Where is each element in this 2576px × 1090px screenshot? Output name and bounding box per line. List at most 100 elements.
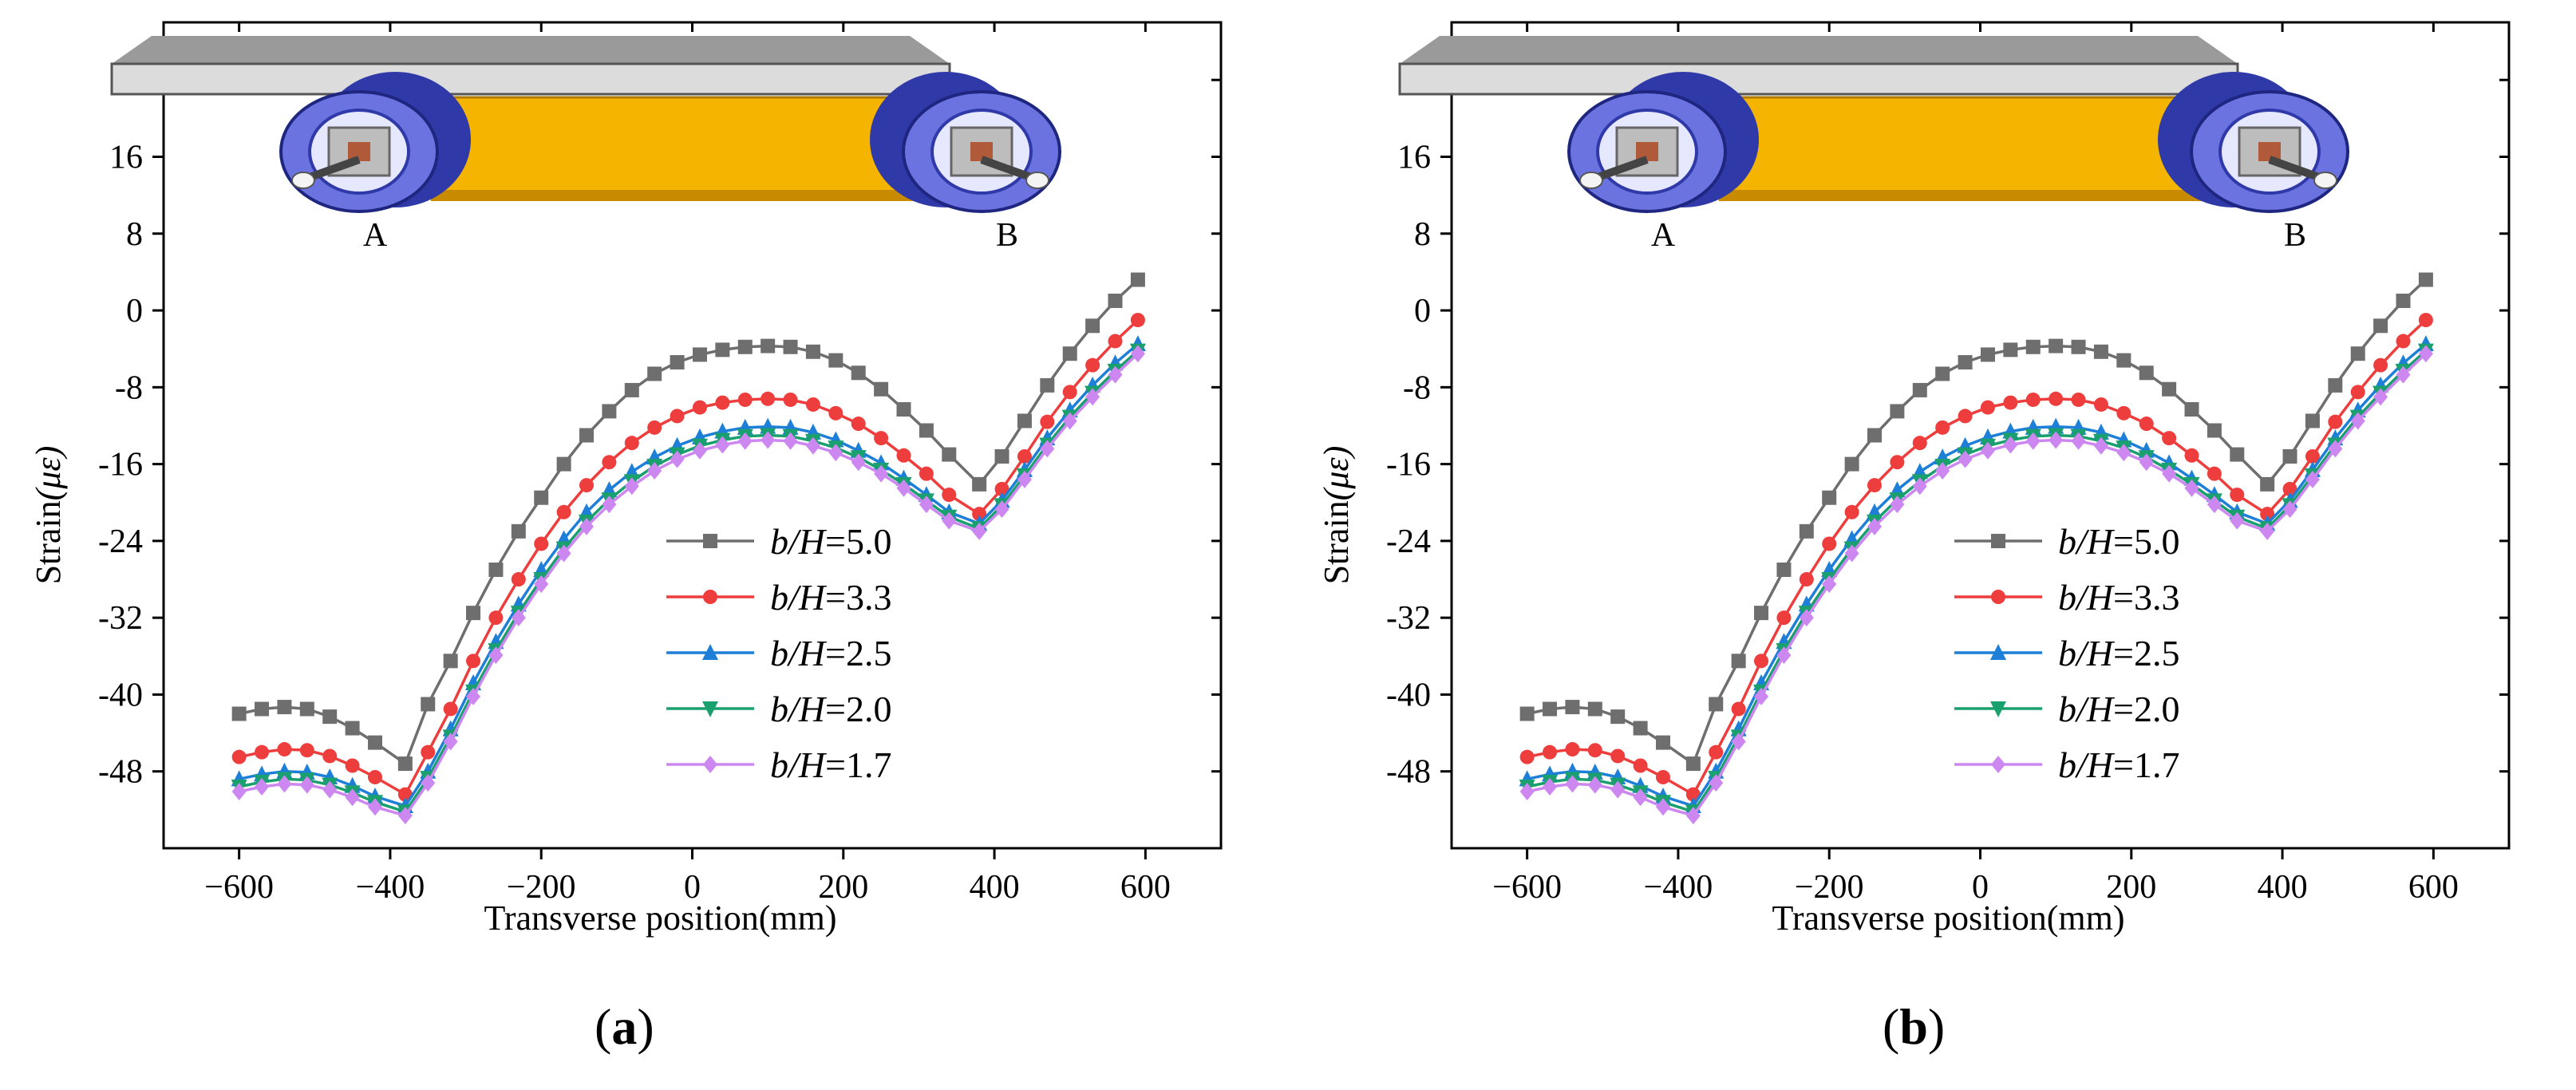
- data-point: [919, 496, 934, 514]
- data-point: [322, 709, 338, 725]
- data-point: [1519, 706, 1535, 721]
- data-point: [1017, 470, 1032, 488]
- data-point: [1844, 456, 1859, 472]
- data-point: [828, 444, 844, 462]
- data-point: [2162, 381, 2177, 397]
- data-point: [1890, 496, 1905, 514]
- data-point: [2049, 391, 2064, 406]
- data-point: [255, 701, 270, 717]
- data-point: [579, 517, 594, 535]
- series-line: [1527, 350, 2428, 814]
- data-point: [972, 476, 987, 492]
- data-point: [2025, 392, 2041, 407]
- y-tick-label: -48: [1386, 754, 1431, 791]
- legend-marker: [702, 644, 718, 660]
- legend-item: b/H=5.0: [1954, 521, 2179, 562]
- legend-label: b/H=3.3: [2058, 577, 2179, 618]
- data-point: [2003, 395, 2018, 410]
- chart-b-svg: −600−400−2000200400600241680-8-16-24-32-…: [1317, 21, 2511, 938]
- data-point: [2350, 346, 2365, 361]
- data-point: [443, 733, 458, 751]
- data-point: [579, 428, 594, 443]
- data-point: [2071, 339, 2086, 354]
- data-point: [737, 392, 753, 407]
- data-point: [1709, 774, 1724, 792]
- data-point: [1587, 776, 1602, 794]
- data-point: [1912, 477, 1927, 496]
- series-line: [1527, 352, 2428, 818]
- data-point: [994, 448, 1009, 464]
- data-point: [2396, 334, 2411, 349]
- data-point: [231, 706, 247, 721]
- inset-label-a: A: [363, 217, 388, 254]
- data-point: [1844, 544, 1859, 563]
- x-tick-label: −400: [1644, 869, 1713, 906]
- y-tick-label: -8: [1403, 369, 1431, 406]
- data-point: [2116, 353, 2132, 368]
- data-point: [1799, 523, 1814, 539]
- sensor-left-plug: [1579, 172, 1603, 189]
- series-line: [239, 350, 1140, 814]
- data-point: [761, 431, 776, 449]
- data-point: [2350, 385, 2365, 400]
- data-point: [1543, 701, 1558, 717]
- data-point: [466, 654, 481, 669]
- series-line: [239, 342, 1140, 808]
- data-point: [1867, 478, 1882, 493]
- deck-top-face: [112, 36, 950, 64]
- y-tick-label: 16: [109, 139, 143, 176]
- legend-label: b/H=2.5: [770, 633, 891, 673]
- legend-marker: [1990, 701, 2006, 717]
- data-point: [2139, 365, 2154, 381]
- data-point: [942, 447, 957, 462]
- data-point: [602, 404, 617, 419]
- data-point: [1062, 412, 1077, 430]
- data-point: [2282, 500, 2297, 519]
- data-point: [2003, 342, 2018, 357]
- data-point: [2260, 522, 2275, 540]
- y-axis-label: Strain(με): [1317, 446, 1356, 585]
- data-point: [851, 365, 866, 381]
- data-point: [851, 417, 866, 432]
- data-point: [1040, 440, 1055, 458]
- data-point: [2184, 448, 2199, 463]
- deck-plate: [110, 62, 951, 96]
- series-bh-3-3: [231, 313, 1145, 802]
- data-point: [2139, 453, 2154, 472]
- y-tick-label: -48: [98, 754, 143, 791]
- data-point: [1685, 807, 1701, 825]
- data-point: [2162, 431, 2177, 446]
- sensor-right-plug: [1025, 172, 1049, 189]
- series-line: [239, 318, 1140, 797]
- data-point: [397, 807, 413, 825]
- y-tick-label: -32: [98, 600, 143, 637]
- data-point: [1610, 780, 1626, 799]
- x-tick-label: 400: [970, 869, 1020, 906]
- legend-label: b/H=1.7: [770, 744, 891, 785]
- series-bh-1-7: [231, 345, 1145, 825]
- data-point: [1519, 782, 1535, 800]
- data-point: [994, 481, 1009, 496]
- data-point: [2305, 448, 2320, 464]
- data-point: [255, 744, 270, 760]
- data-point: [896, 448, 911, 463]
- data-point: [2373, 318, 2388, 334]
- data-point: [1980, 347, 1995, 362]
- data-point: [1040, 377, 1055, 393]
- data-point: [737, 432, 753, 450]
- legend-item: b/H=5.0: [666, 521, 891, 562]
- y-tick-label: 0: [126, 293, 143, 330]
- data-point: [602, 455, 617, 470]
- series-line: [1527, 278, 2428, 766]
- y-tick-label: -16: [98, 447, 143, 484]
- data-point: [2071, 392, 2086, 407]
- data-point: [1731, 733, 1746, 751]
- data-point: [2207, 496, 2222, 514]
- data-point: [421, 744, 436, 760]
- data-point: [1587, 701, 1602, 717]
- data-point: [2328, 414, 2343, 429]
- data-point: [1610, 748, 1626, 764]
- data-point: [670, 409, 685, 424]
- data-point: [647, 366, 662, 381]
